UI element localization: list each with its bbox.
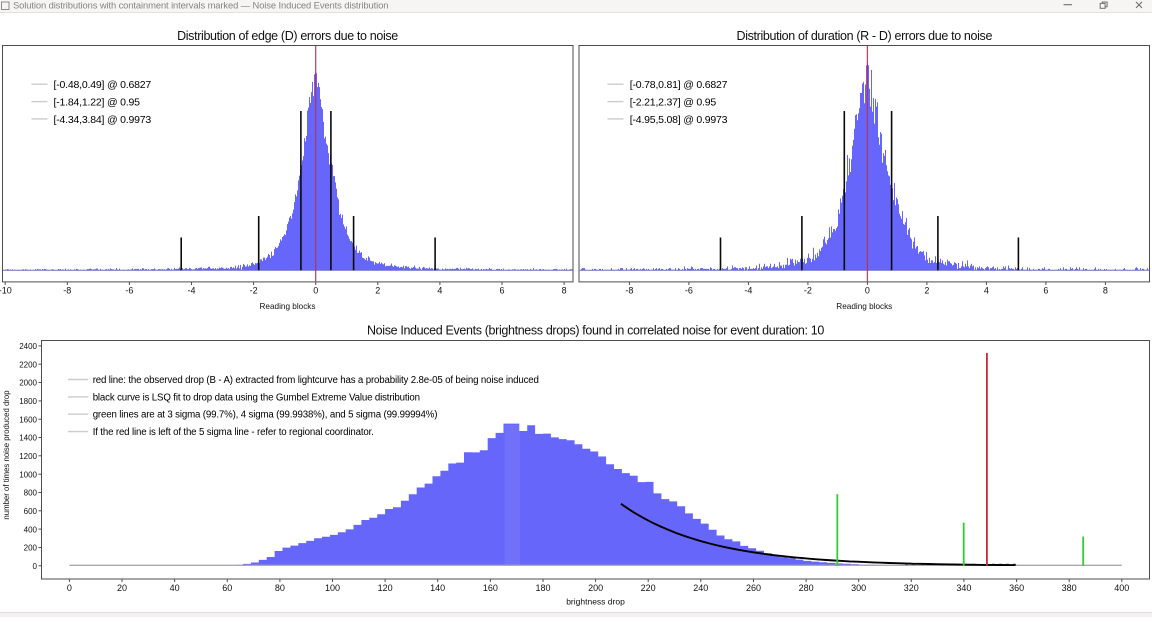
svg-text:red line: the observed drop (B: red line: the observed drop (B - A) extr… (93, 375, 539, 386)
svg-text:240: 240 (693, 583, 708, 593)
svg-text:320: 320 (904, 583, 919, 593)
svg-text:180: 180 (535, 583, 550, 593)
svg-text:300: 300 (851, 583, 866, 593)
svg-text:260: 260 (746, 583, 761, 593)
svg-text:120: 120 (378, 583, 393, 593)
svg-text:340: 340 (956, 583, 971, 593)
svg-text:green lines are at 3 sigma (99: green lines are at 3 sigma (99.7%), 4 si… (93, 410, 438, 421)
svg-text:160: 160 (483, 583, 498, 593)
svg-text:-4: -4 (744, 285, 752, 295)
svg-text:8: 8 (562, 285, 567, 295)
svg-text:380: 380 (1062, 583, 1077, 593)
svg-text:Solution distributions with co: Solution distributions with containment … (13, 0, 388, 11)
svg-text:-8: -8 (625, 285, 633, 295)
svg-text:black curve is LSQ fit to drop: black curve is LSQ fit to drop data usin… (93, 392, 420, 403)
svg-text:800: 800 (24, 489, 38, 498)
svg-text:1200: 1200 (19, 452, 37, 461)
svg-text:[-1.84,1.22] @ 0.95: [-1.84,1.22] @ 0.95 (54, 97, 141, 109)
svg-text:80: 80 (275, 583, 285, 593)
svg-text:220: 220 (641, 583, 656, 593)
svg-text:2: 2 (375, 285, 380, 295)
svg-text:360: 360 (1009, 583, 1024, 593)
svg-text:number of times noise produced: number of times noise produced drop (2, 390, 11, 520)
svg-text:-2: -2 (250, 285, 258, 295)
svg-text:[-0.78,0.81] @ 0.6827: [-0.78,0.81] @ 0.6827 (630, 79, 728, 91)
svg-text:brightness drop: brightness drop (566, 597, 625, 607)
svg-text:1000: 1000 (19, 470, 37, 479)
svg-text:0: 0 (865, 285, 870, 295)
svg-text:[-4.34,3.84] @ 0.9973: [-4.34,3.84] @ 0.9973 (54, 114, 152, 126)
svg-text:2200: 2200 (19, 360, 37, 369)
svg-text:-6: -6 (685, 285, 693, 295)
svg-text:-10: -10 (0, 285, 12, 295)
svg-text:4: 4 (437, 285, 442, 295)
svg-text:200: 200 (24, 544, 38, 553)
svg-text:0: 0 (67, 583, 72, 593)
svg-text:200: 200 (588, 583, 603, 593)
svg-text:400: 400 (24, 525, 38, 534)
svg-text:[-4.95,5.08] @ 0.9973: [-4.95,5.08] @ 0.9973 (630, 114, 728, 126)
svg-text:8: 8 (1103, 285, 1108, 295)
svg-text:6: 6 (499, 285, 504, 295)
svg-text:60: 60 (222, 583, 232, 593)
svg-text:40: 40 (170, 583, 180, 593)
svg-text:-4: -4 (187, 285, 195, 295)
svg-text:100: 100 (325, 583, 340, 593)
svg-text:-8: -8 (63, 285, 71, 295)
svg-text:20: 20 (117, 583, 127, 593)
svg-text:0: 0 (33, 562, 38, 571)
svg-text:140: 140 (430, 583, 445, 593)
svg-text:6: 6 (1043, 285, 1048, 295)
svg-text:4: 4 (984, 285, 989, 295)
svg-text:Distribution of edge (D) error: Distribution of edge (D) errors due to n… (177, 29, 398, 43)
svg-text:600: 600 (24, 507, 38, 516)
svg-text:Reading blocks: Reading blocks (260, 302, 316, 311)
svg-text:[-2.21,2.37] @ 0.95: [-2.21,2.37] @ 0.95 (630, 97, 717, 109)
svg-text:1400: 1400 (19, 434, 37, 443)
svg-text:-6: -6 (125, 285, 133, 295)
svg-text:If the red line is left of the: If the red line is left of the 5 sigma l… (93, 427, 374, 438)
svg-text:0: 0 (313, 285, 318, 295)
svg-text:Distribution of duration (R -: Distribution of duration (R - D) errors … (737, 29, 993, 43)
svg-text:1600: 1600 (19, 415, 37, 424)
svg-text:Noise Induced Events (brightne: Noise Induced Events (brightness drops) … (367, 324, 824, 338)
svg-text:2: 2 (924, 285, 929, 295)
svg-text:2000: 2000 (19, 379, 37, 388)
svg-text:[-0.48,0.49] @ 0.6827: [-0.48,0.49] @ 0.6827 (54, 79, 152, 91)
svg-text:280: 280 (799, 583, 814, 593)
svg-text:2400: 2400 (19, 342, 37, 351)
svg-text:1800: 1800 (19, 397, 37, 406)
svg-text:400: 400 (1114, 583, 1129, 593)
svg-text:Reading blocks: Reading blocks (836, 302, 892, 311)
svg-text:-2: -2 (804, 285, 812, 295)
